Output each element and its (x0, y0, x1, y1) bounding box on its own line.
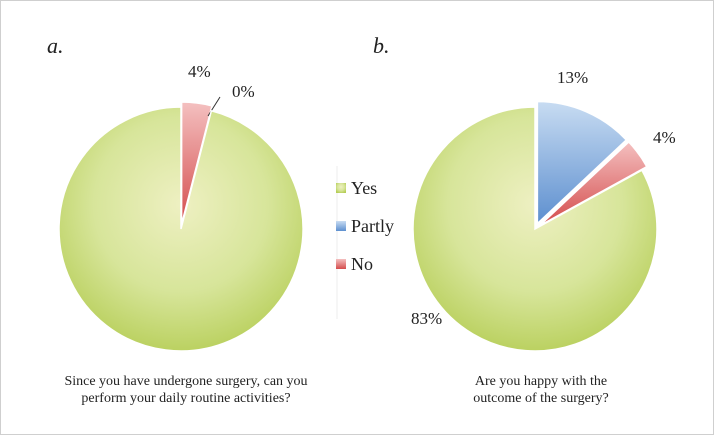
question-b-line-2: outcome of the surgery? (473, 391, 609, 406)
question-b-line-1: Are you happy with the (474, 374, 608, 389)
legend: Yes Partly No (336, 178, 394, 274)
legend-swatch-no (336, 259, 346, 269)
pie-chart-a: 4% 0% (58, 62, 304, 352)
pie-a-slice-no (180, 101, 213, 225)
question-b: Are you happy with the outcome of the su… (396, 373, 686, 407)
question-a-line-2: perform your daily routine activities? (81, 391, 291, 406)
pie-b-label-yes: 83% (411, 309, 442, 328)
pie-a-label-partly: 0% (232, 82, 255, 101)
pie-chart-b: 13% 4% 83% (411, 68, 676, 352)
panel-a-label: a. (47, 33, 64, 58)
pie-a-label-no: 4% (188, 62, 211, 81)
pie-b-slice-no (539, 140, 648, 227)
pie-b-label-no: 4% (653, 128, 676, 147)
pie-a-slice-yes (58, 106, 304, 352)
pie-b-label-partly: 13% (557, 68, 588, 87)
legend-swatch-partly (336, 221, 346, 231)
legend-label-no: No (351, 254, 373, 274)
legend-label-yes: Yes (351, 178, 377, 198)
pie-a-leader-partly (207, 96, 221, 117)
question-a-line-1: Since you have undergone surgery, can yo… (64, 374, 308, 389)
question-a: Since you have undergone surgery, can yo… (41, 373, 331, 407)
legend-label-partly: Partly (351, 216, 394, 236)
pie-b-slice-yes (412, 106, 658, 352)
panel-b-label: b. (373, 33, 390, 58)
pie-b-slice-partly (536, 100, 628, 226)
legend-swatch-yes (336, 183, 346, 193)
